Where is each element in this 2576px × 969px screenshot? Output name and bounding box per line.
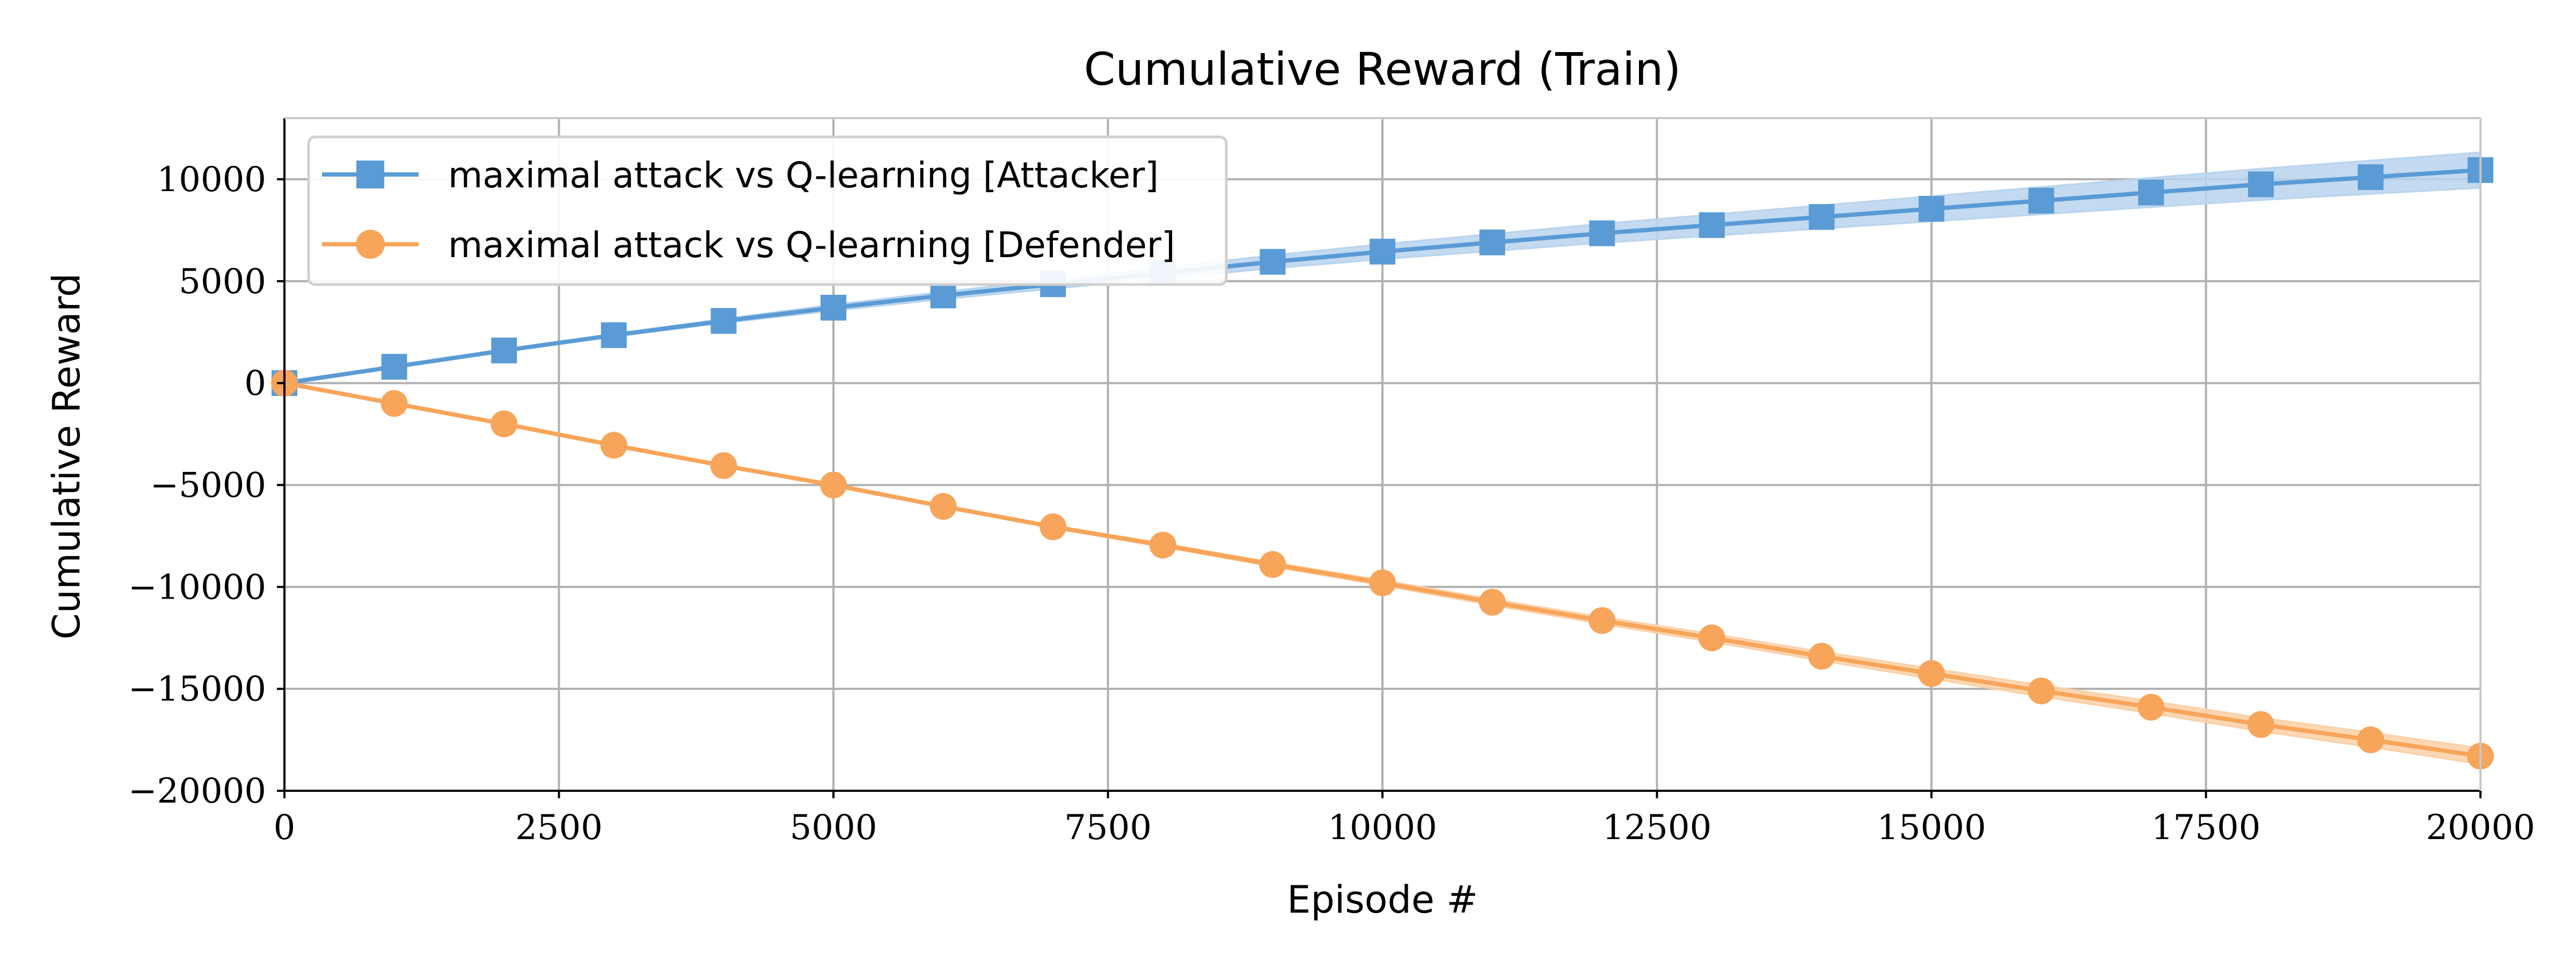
axes: 0 2500 5000 7500 10000 12500 15000 17500 20000 −2… — [128, 117, 2535, 848]
data-point-defender — [930, 493, 957, 520]
legend-box — [307, 135, 1228, 286]
data-point-attacker — [2028, 187, 2054, 214]
y-axis-label: Cumulative Reward — [45, 273, 89, 639]
data-point-defender — [1259, 551, 1286, 578]
y-tick-label: 10000 — [157, 160, 266, 200]
data-point-defender — [1369, 569, 1396, 596]
data-point-attacker — [1809, 204, 1835, 230]
legend-label-attacker: maximal attack vs Q-learning [Attacker] — [448, 155, 1159, 196]
x-tick-label: 7500 — [1064, 808, 1152, 848]
data-point-defender — [2138, 694, 2165, 721]
y-tick-label: 0 — [244, 364, 266, 404]
data-point-attacker — [1370, 238, 1395, 265]
data-point-defender — [1040, 513, 1067, 541]
data-point-defender — [600, 432, 627, 459]
data-point-attacker — [1260, 249, 1286, 275]
legend-label-defender: maximal attack vs Q-learning [Defender] — [448, 224, 1175, 266]
data-point-defender — [2247, 711, 2274, 738]
x-tick-label: 12500 — [1602, 808, 1712, 848]
data-point-attacker — [2138, 179, 2164, 206]
y-tick-label: −5000 — [150, 465, 267, 505]
data-point-defender — [820, 471, 847, 499]
data-point-attacker — [1589, 220, 1615, 246]
data-point-attacker — [381, 354, 407, 380]
x-tick-label: 0 — [274, 808, 296, 848]
legend-marker-defender — [356, 230, 385, 259]
data-point-defender — [710, 452, 737, 479]
x-tick-label: 5000 — [790, 808, 877, 848]
data-point-attacker — [1479, 229, 1505, 256]
data-point-attacker — [1919, 195, 1944, 222]
data-point-attacker — [930, 282, 956, 309]
data-point-attacker — [1699, 212, 1725, 238]
y-tick-label: −10000 — [128, 567, 266, 607]
y-tick-label: −20000 — [128, 771, 266, 811]
data-point-attacker — [2248, 171, 2274, 198]
x-axis-label: Episode # — [1287, 878, 1478, 922]
x-tick-label: 15000 — [1877, 808, 1986, 848]
x-tick-label: 2500 — [515, 808, 603, 848]
x-tick-label: 20000 — [2426, 808, 2535, 848]
y-tick-label: 5000 — [179, 262, 266, 302]
data-point-attacker — [601, 322, 627, 348]
data-point-attacker — [491, 337, 517, 363]
data-point-defender — [1918, 660, 1945, 687]
data-point-defender — [2357, 726, 2384, 754]
x-tick-label: 10000 — [1328, 808, 1437, 848]
data-point-defender — [1808, 643, 1835, 670]
data-point-defender — [380, 390, 408, 417]
data-point-defender — [1698, 624, 1725, 652]
data-point-attacker — [711, 308, 737, 334]
x-tick-label: 17500 — [2151, 808, 2261, 848]
data-point-defender — [2028, 677, 2055, 704]
data-point-attacker — [821, 295, 846, 321]
legend: maximal attack vs Q-learning [Attacker] m… — [307, 135, 1228, 286]
chart-title: Cumulative Reward (Train) — [1084, 43, 1681, 96]
series-markers — [271, 157, 2494, 770]
data-point-attacker — [2358, 164, 2384, 191]
y-tick-label: −15000 — [128, 669, 266, 709]
data-point-defender — [491, 410, 518, 438]
data-point-defender — [1589, 607, 1616, 634]
data-point-defender — [1479, 588, 1506, 616]
data-point-defender — [1149, 531, 1176, 559]
legend-marker-attacker — [356, 161, 384, 188]
